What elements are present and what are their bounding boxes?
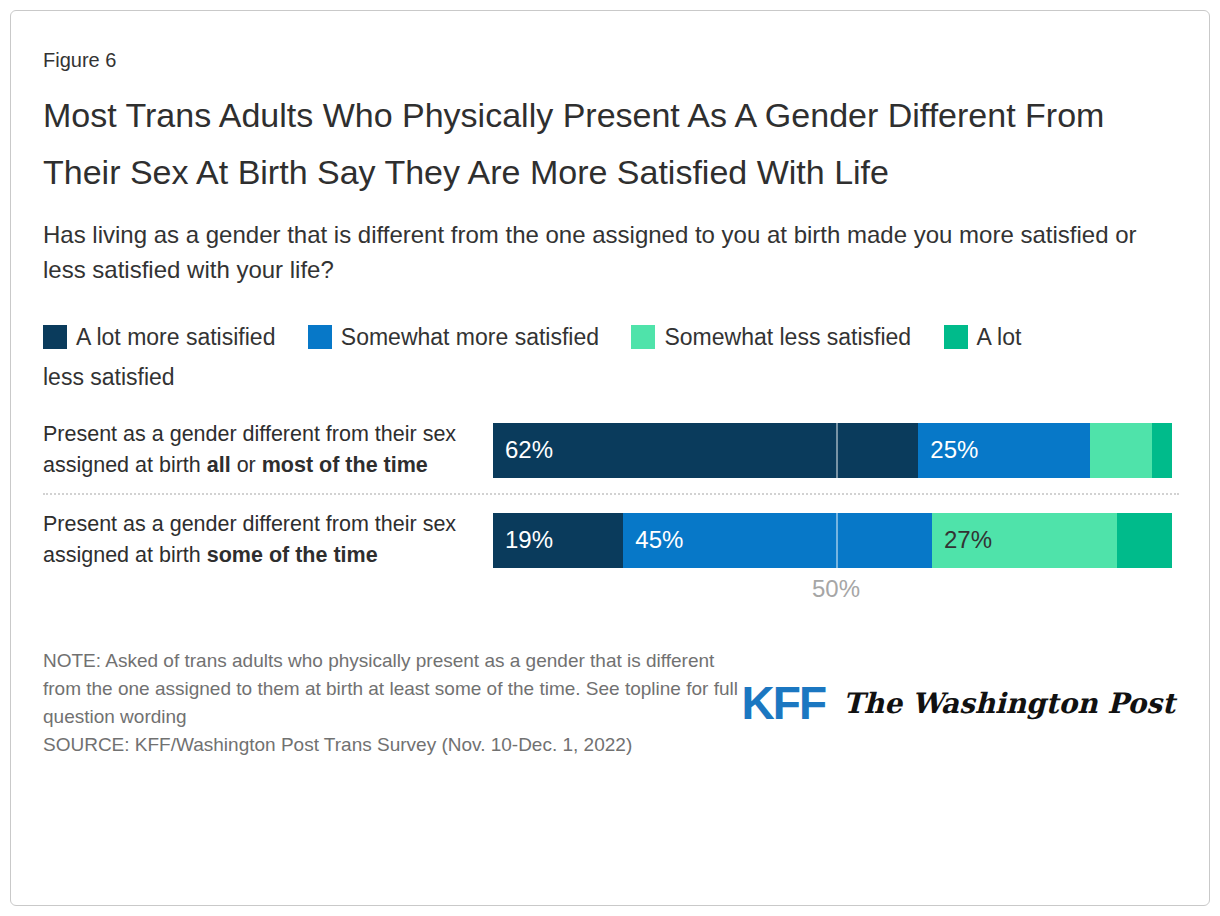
legend-item: A lot more satisified: [43, 324, 275, 350]
source-text: SOURCE: KFF/Washington Post Trans Survey…: [43, 731, 742, 759]
row-label-text: or: [231, 453, 262, 477]
legend-swatch: [944, 325, 968, 349]
row-label-text-bold: all: [207, 453, 231, 477]
axis-area: 50%: [493, 575, 1179, 605]
legend: A lot more satisified Somewhat more sati…: [43, 317, 1177, 397]
bar-segment: 19%: [493, 513, 623, 568]
legend-label: Somewhat less satisfied: [664, 324, 911, 350]
row-label: Present as a gender different from their…: [43, 509, 493, 571]
figure-label: Figure 6: [43, 47, 1177, 73]
chart-subtitle: Has living as a gender that is different…: [43, 217, 1177, 287]
kff-logo: KFF: [742, 680, 825, 726]
row-label: Present as a gender different from their…: [43, 419, 493, 481]
legend-label: A lot more satisified: [76, 324, 275, 350]
stacked-bar: 62% 25%: [493, 423, 1179, 478]
footnotes: NOTE: Asked of trans adults who physical…: [43, 647, 742, 759]
bar-segment-label: 25%: [918, 436, 978, 464]
stacked-bar-chart: Present as a gender different from their…: [43, 419, 1179, 605]
figure-card: Figure 6 Most Trans Adults Who Physicall…: [10, 10, 1210, 906]
bar-segment: [1090, 423, 1152, 478]
bar-segment: 27%: [932, 513, 1117, 568]
footer: NOTE: Asked of trans adults who physical…: [43, 647, 1179, 759]
chart-title: Most Trans Adults Who Physically Present…: [43, 87, 1133, 201]
logos: KFF The Washington Post: [742, 680, 1179, 726]
row-label-text-bold: some of the time: [207, 543, 378, 567]
legend-swatch: [631, 325, 655, 349]
legend-swatch: [308, 325, 332, 349]
legend-item: Somewhat more satisfied: [308, 324, 599, 350]
bar-segment: 62%: [493, 423, 918, 478]
washington-post-logo: The Washington Post: [843, 687, 1175, 720]
bar-segment: [1152, 423, 1173, 478]
bar-segment-label: 27%: [932, 526, 992, 554]
bar-segment-label: 19%: [493, 526, 553, 554]
chart-row: Present as a gender different from their…: [43, 495, 1179, 571]
gridline-50: [836, 513, 838, 568]
legend-label: Somewhat more satisfied: [341, 324, 599, 350]
chart-row: Present as a gender different from their…: [43, 419, 1179, 493]
bar-segment: 45%: [623, 513, 932, 568]
row-label-text-bold: most of the time: [262, 453, 428, 477]
axis-spacer: [43, 575, 493, 605]
bar-segment-label: 45%: [623, 526, 683, 554]
stacked-bar: 19% 45% 27%: [493, 513, 1179, 568]
gridline-50: [836, 423, 838, 478]
axis: 50%: [43, 575, 1179, 605]
bar-segment: 25%: [918, 423, 1090, 478]
legend-swatch: [43, 325, 67, 349]
bar-segment: [1117, 513, 1172, 568]
axis-tick-label: 50%: [812, 575, 860, 603]
bar-segment-label: 62%: [493, 436, 553, 464]
legend-label: A lot: [977, 324, 1022, 350]
legend-item: Somewhat less satisfied: [631, 324, 911, 350]
note-text: NOTE: Asked of trans adults who physical…: [43, 647, 742, 731]
legend-label: less satisfied: [43, 364, 175, 390]
